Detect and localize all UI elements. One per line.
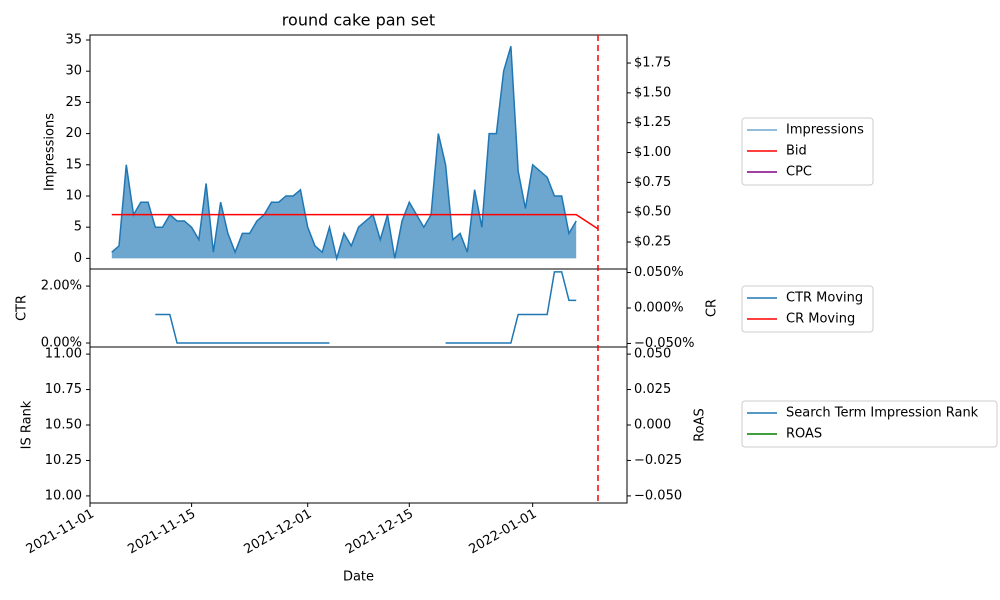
legend: CTR Moving CR Moving xyxy=(741,285,874,333)
x-tick-label: 2021-11-15 xyxy=(125,507,198,558)
legend-label: CPC xyxy=(786,165,812,180)
y-tick-label: 20 xyxy=(65,126,82,141)
y2-tick-label: 0.000% xyxy=(634,301,684,316)
x-tick-label: 2021-11-01 xyxy=(24,507,97,558)
y2-tick-label: $1.00 xyxy=(634,145,671,160)
y2-tick-label: −0.050 xyxy=(634,488,682,503)
legend-label: CR Moving xyxy=(786,312,855,327)
y2-tick-label: $1.50 xyxy=(634,85,671,100)
y-tick-label: 10.00 xyxy=(45,488,82,503)
y2-axis-label: CR xyxy=(705,299,720,317)
y-tick-label: 25 xyxy=(65,95,82,110)
y-tick-label: 0 xyxy=(74,251,82,266)
y2-tick-label: −0.025 xyxy=(634,453,682,468)
y-tick-label: 0.00% xyxy=(41,336,82,351)
x-tick-label: 2022-01-01 xyxy=(466,507,539,558)
legend: Search Term Impression Rank ROAS xyxy=(741,400,998,448)
legend: Impressions Bid CPC xyxy=(741,117,874,186)
chart-title: round cake pan set xyxy=(282,11,435,30)
legend-label: Bid xyxy=(786,144,807,159)
y-tick-label: 10 xyxy=(65,188,82,203)
y-tick-label: 10.75 xyxy=(45,382,82,397)
y2-tick-label: 0.050 xyxy=(634,347,671,362)
line xyxy=(111,46,577,262)
plot-frame xyxy=(89,346,628,504)
y2-tick-label: 0.050% xyxy=(634,265,684,280)
legend-box xyxy=(741,117,874,186)
y-axis-label: Impressions xyxy=(43,113,58,191)
y2-tick-label: −0.050% xyxy=(634,336,694,351)
y-tick-label: 10.50 xyxy=(45,418,82,433)
x-axis-label: Date xyxy=(343,570,374,585)
y-tick-label: 11.00 xyxy=(45,347,82,362)
y-tick-label: 10.25 xyxy=(45,453,82,468)
y-tick-label: 2.00% xyxy=(41,279,82,294)
legend-box xyxy=(741,400,998,448)
y-tick-label: 15 xyxy=(65,157,82,172)
y-tick-label: 35 xyxy=(65,32,82,47)
y-tick-label: 5 xyxy=(74,220,82,235)
y2-tick-label: 0.000 xyxy=(634,418,671,433)
y-tick-label: 30 xyxy=(65,64,82,79)
y2-tick-label: $0.25 xyxy=(634,235,671,250)
legend-label: ROAS xyxy=(786,427,822,442)
x-tick-label: 2021-12-15 xyxy=(343,507,416,558)
y2-tick-label: $1.75 xyxy=(634,56,671,71)
plot-frame xyxy=(89,268,628,348)
legend-label: CTR Moving xyxy=(786,291,863,306)
x-tick-label: 2021-12-01 xyxy=(242,507,315,558)
area xyxy=(111,46,577,259)
y2-axis-label: RoAS xyxy=(693,408,708,442)
y2-tick-label: $0.75 xyxy=(634,175,671,190)
y-axis-label: IS Rank xyxy=(20,400,35,449)
y2-tick-label: $1.25 xyxy=(634,115,671,130)
y2-tick-label: 0.025 xyxy=(634,382,671,397)
legend-label: Impressions xyxy=(786,123,864,138)
legend-label: Search Term Impression Rank xyxy=(786,406,979,421)
y2-tick-label: $0.50 xyxy=(634,205,671,220)
y-axis-label: CTR xyxy=(15,295,30,321)
line xyxy=(111,213,599,230)
line xyxy=(155,271,577,344)
